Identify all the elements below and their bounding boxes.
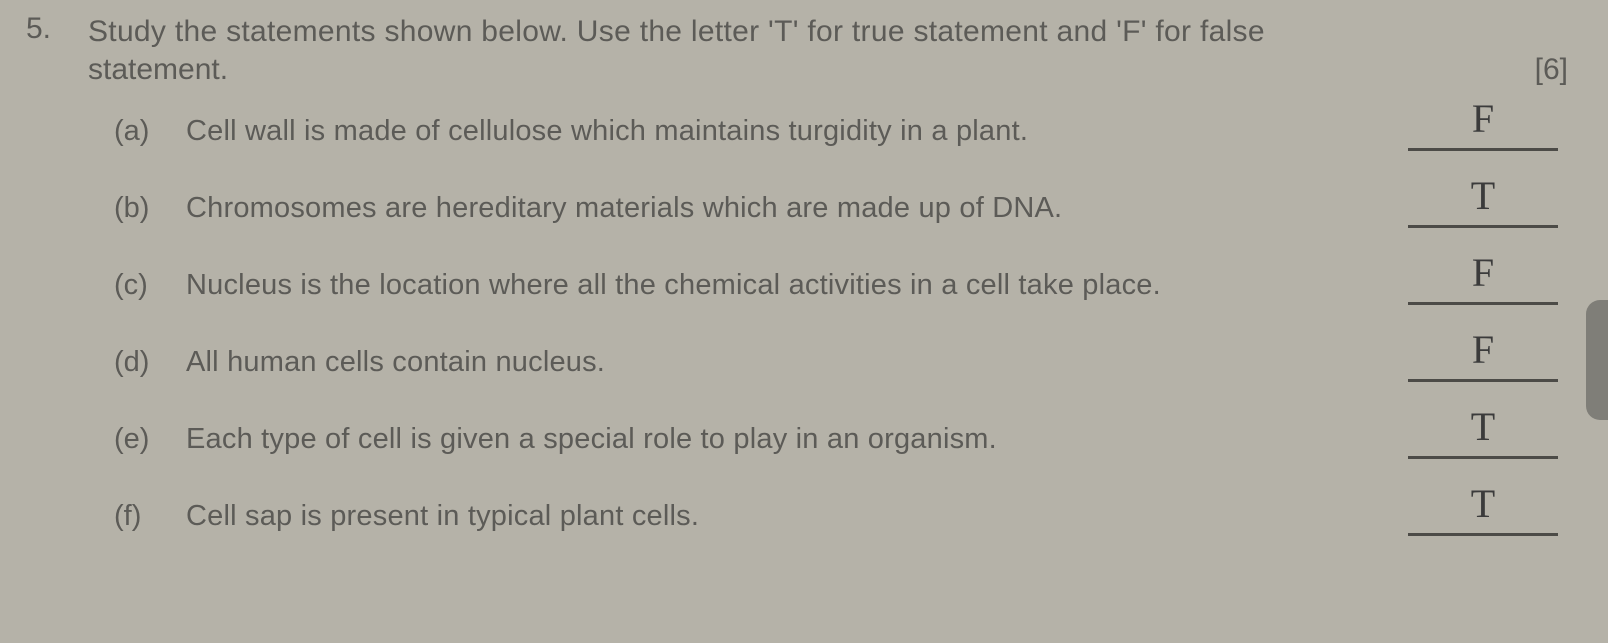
- answer-blank[interactable]: T: [1408, 399, 1558, 459]
- item-text: Cell sap is present in typical plant cel…: [186, 500, 1568, 533]
- item-text: All human cells contain nucleus.: [186, 346, 1568, 379]
- question-text-line2: statement.: [88, 53, 228, 87]
- item-letter: (c): [114, 269, 186, 302]
- item-row: (c) Nucleus is the location where all th…: [114, 269, 1568, 302]
- item-row: (a) Cell wall is made of cellulose which…: [114, 115, 1568, 148]
- handwritten-answer: F: [1472, 322, 1494, 378]
- item-row: (e) Each type of cell is given a special…: [114, 423, 1568, 456]
- handwritten-answer: F: [1472, 245, 1494, 301]
- item-row: (b) Chromosomes are hereditary materials…: [114, 192, 1568, 225]
- item-text: Cell wall is made of cellulose which mai…: [186, 115, 1568, 148]
- handwritten-answer: T: [1471, 168, 1495, 224]
- item-letter: (a): [114, 115, 186, 148]
- answer-blank[interactable]: F: [1408, 322, 1558, 382]
- worksheet-page: 5. Study the statements shown below. Use…: [0, 0, 1608, 533]
- item-text: Nucleus is the location where all the ch…: [186, 269, 1568, 302]
- handwritten-answer: T: [1471, 476, 1495, 532]
- question-text-wrap: Study the statements shown below. Use th…: [88, 12, 1568, 87]
- question-marks: [6]: [1535, 53, 1568, 87]
- item-text: Chromosomes are hereditary materials whi…: [186, 192, 1568, 225]
- question-text-line2-row: statement. [6]: [88, 53, 1568, 87]
- items-list: (a) Cell wall is made of cellulose which…: [20, 115, 1568, 533]
- answer-blank[interactable]: F: [1408, 245, 1558, 305]
- page-edge-shadow: [1586, 300, 1608, 420]
- question-header: 5. Study the statements shown below. Use…: [20, 12, 1568, 87]
- item-text: Each type of cell is given a special rol…: [186, 423, 1568, 456]
- handwritten-answer: F: [1472, 91, 1494, 147]
- item-letter: (e): [114, 423, 186, 456]
- question-text-line1: Study the statements shown below. Use th…: [88, 12, 1568, 53]
- handwritten-answer: T: [1471, 399, 1495, 455]
- question-number: 5.: [20, 12, 60, 46]
- item-row: (d) All human cells contain nucleus. F: [114, 346, 1568, 379]
- item-row: (f) Cell sap is present in typical plant…: [114, 500, 1568, 533]
- answer-blank[interactable]: F: [1408, 91, 1558, 151]
- item-letter: (b): [114, 192, 186, 225]
- item-letter: (d): [114, 346, 186, 379]
- item-letter: (f): [114, 500, 186, 533]
- answer-blank[interactable]: T: [1408, 168, 1558, 228]
- answer-blank[interactable]: T: [1408, 476, 1558, 536]
